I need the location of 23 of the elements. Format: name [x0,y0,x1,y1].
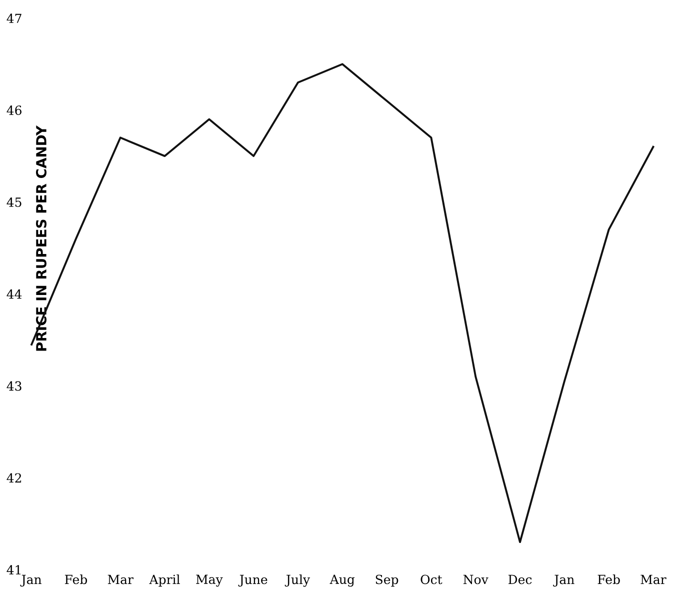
x-tick-label: Mar [640,574,666,584]
y-tick-label: 43 [6,381,22,391]
x-tick-label: Dec [508,574,532,584]
y-tick-label: 42 [6,473,22,482]
x-tick-label: Jan [20,574,42,587]
y-tick-label: 45 [6,197,22,207]
x-tick-label: July [284,574,310,587]
y-tick-label: 46 [6,106,22,116]
x-tick-label: Oct [420,574,442,584]
x-tick-label: April [149,574,180,587]
line-series [30,63,654,544]
x-tick-label: Aug [330,574,355,587]
x-tick-label: Jan [553,574,574,587]
x-tick-label: Mar [108,574,134,584]
x-tick-label: Sep [376,574,398,587]
y-tick-label: 44 [6,289,22,299]
y-tick-label: 41 [6,565,20,574]
x-tick-label: May [196,574,223,587]
x-tick-label: Feb [598,574,620,584]
y-tick-label: 47 [6,14,22,23]
x-tick-label: Nov [463,574,488,584]
x-tick-label: Feb [64,574,88,584]
x-tick-label: June [238,574,268,587]
